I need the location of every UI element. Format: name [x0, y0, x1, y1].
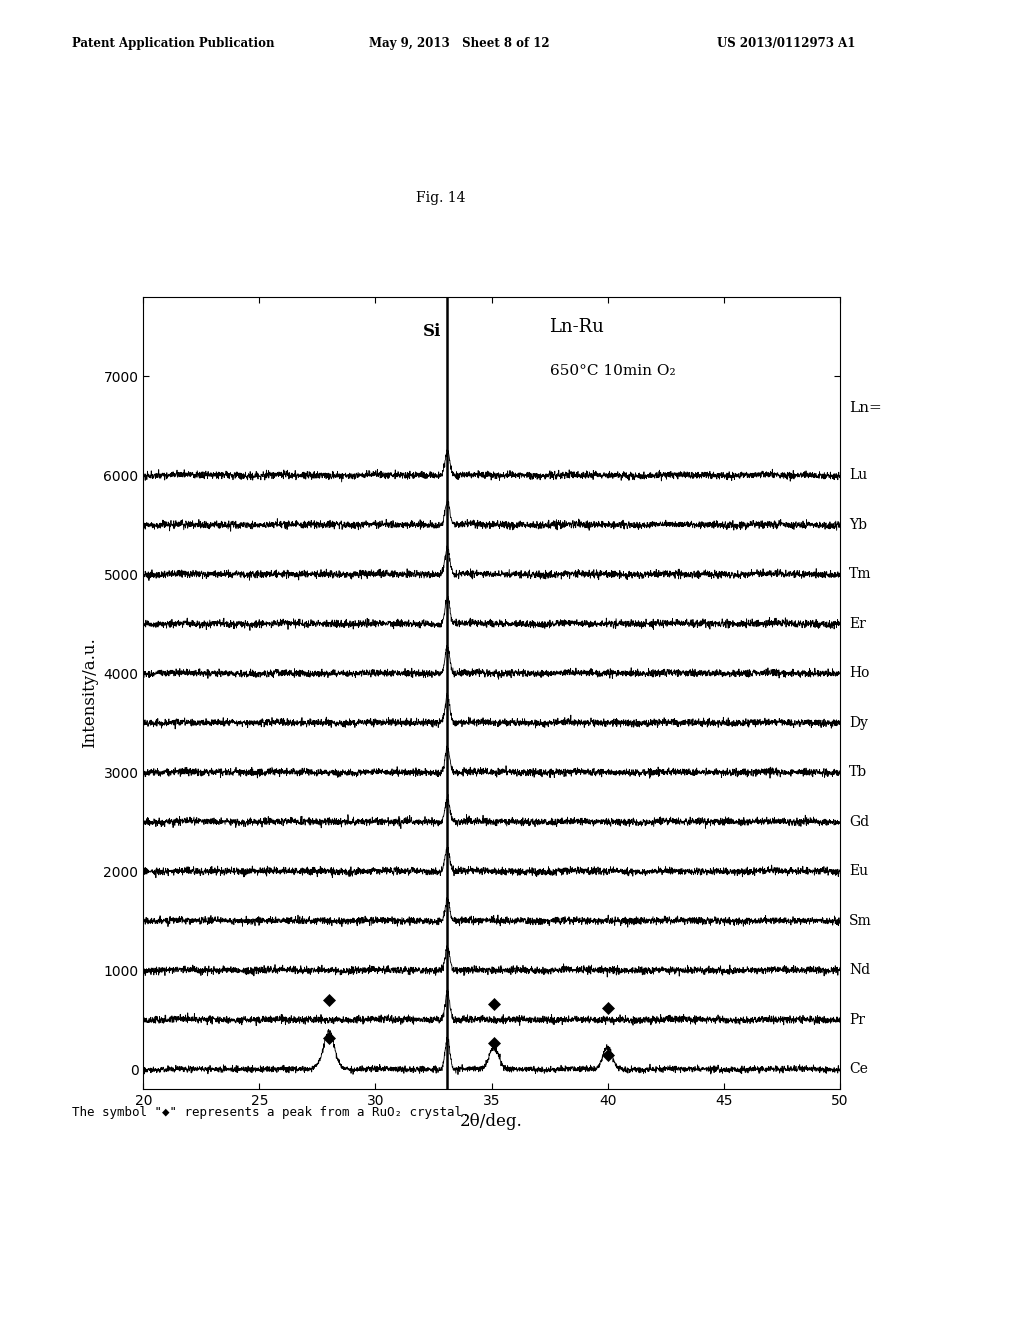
Text: Ln-Ru: Ln-Ru: [550, 318, 604, 335]
Y-axis label: Intensity/a.u.: Intensity/a.u.: [81, 638, 98, 748]
Text: Ho: Ho: [849, 667, 869, 680]
Text: May 9, 2013   Sheet 8 of 12: May 9, 2013 Sheet 8 of 12: [369, 37, 549, 50]
Text: Pr: Pr: [849, 1012, 865, 1027]
Text: 650°C 10min O₂: 650°C 10min O₂: [550, 364, 675, 379]
Text: Sm: Sm: [849, 913, 871, 928]
Text: Nd: Nd: [849, 964, 870, 977]
Text: Tb: Tb: [849, 766, 867, 779]
X-axis label: 2θ/deg.: 2θ/deg.: [460, 1113, 523, 1130]
Text: Er: Er: [849, 616, 866, 631]
Text: Ce: Ce: [849, 1063, 867, 1076]
Text: Dy: Dy: [849, 715, 867, 730]
Text: Tm: Tm: [849, 568, 871, 581]
Text: Gd: Gd: [849, 814, 869, 829]
Text: Eu: Eu: [849, 865, 868, 878]
Text: Patent Application Publication: Patent Application Publication: [72, 37, 274, 50]
Text: Ln=: Ln=: [849, 401, 882, 414]
Text: Lu: Lu: [849, 469, 867, 482]
Text: US 2013/0112973 A1: US 2013/0112973 A1: [717, 37, 855, 50]
Text: Yb: Yb: [849, 517, 867, 532]
Text: Si: Si: [423, 323, 441, 341]
Text: The symbol "◆" represents a peak from a RuO₂ crystal.: The symbol "◆" represents a peak from a …: [72, 1106, 469, 1119]
Text: Fig. 14: Fig. 14: [416, 191, 465, 206]
